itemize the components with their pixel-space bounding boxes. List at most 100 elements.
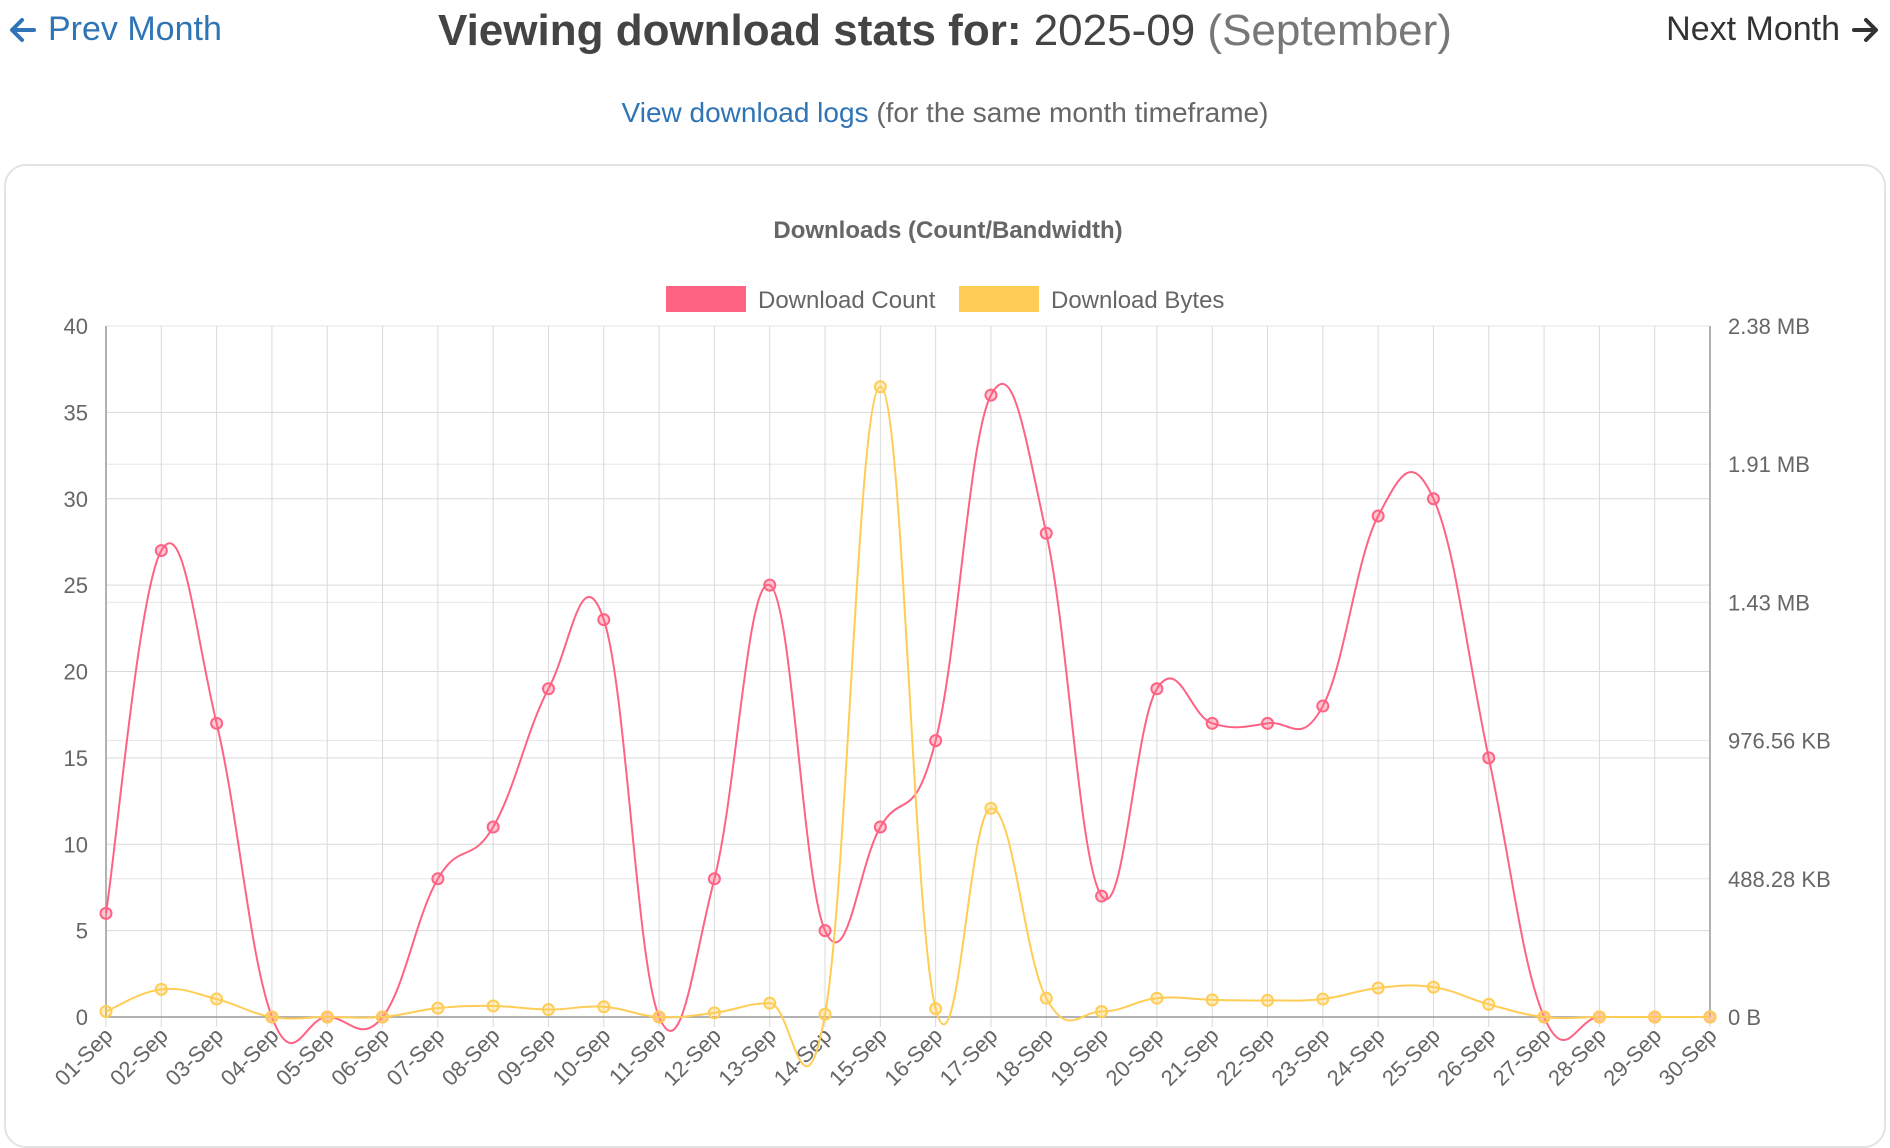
data-point-download-count[interactable] xyxy=(707,872,721,886)
arrow-right-icon xyxy=(1850,15,1880,45)
x-tick-label: 08-Sep xyxy=(437,1023,505,1091)
data-point-download-bytes[interactable] xyxy=(1205,993,1219,1007)
download-logs-row: View download logs (for the same month t… xyxy=(0,97,1890,129)
data-point-download-count[interactable] xyxy=(1316,699,1330,713)
chart-legend: Download Count Download Bytes xyxy=(666,286,1224,314)
top-navigation: Prev Month Viewing download stats for: 2… xyxy=(0,0,1890,70)
data-point-download-bytes[interactable] xyxy=(597,1000,611,1014)
y-right-tick-label: 488.28 KB xyxy=(1728,867,1831,892)
data-point-download-bytes[interactable] xyxy=(1316,992,1330,1006)
legend-label-download-count[interactable]: Download Count xyxy=(758,287,936,314)
x-tick-label: 10-Sep xyxy=(547,1023,615,1091)
data-point-download-count[interactable] xyxy=(1039,526,1053,540)
y-left-tick-label: 5 xyxy=(76,919,88,944)
x-tick-label: 16-Sep xyxy=(879,1023,947,1091)
data-point-download-bytes[interactable] xyxy=(486,999,500,1013)
data-point-download-count[interactable] xyxy=(99,906,113,920)
x-tick-label: 09-Sep xyxy=(492,1023,560,1091)
view-download-logs-link[interactable]: View download logs xyxy=(621,97,869,128)
y-right-tick-label: 976.56 KB xyxy=(1728,729,1831,754)
data-point-download-count[interactable] xyxy=(486,820,500,834)
series-line-download-bytes xyxy=(105,385,1711,1068)
data-point-download-bytes[interactable] xyxy=(1261,993,1275,1007)
x-tick-label: 29-Sep xyxy=(1598,1023,1666,1091)
next-month-link[interactable]: Next Month xyxy=(1666,10,1880,49)
data-point-download-count[interactable] xyxy=(541,682,555,696)
data-point-download-count[interactable] xyxy=(1150,682,1164,696)
x-tick-label: 14-Sep xyxy=(769,1023,837,1091)
data-point-download-count[interactable] xyxy=(431,872,445,886)
y-right-tick-label: 1.43 MB xyxy=(1728,590,1810,615)
y-left-tick-label: 20 xyxy=(64,660,88,685)
data-point-download-count[interactable] xyxy=(597,613,611,627)
data-point-download-bytes[interactable] xyxy=(320,1010,334,1024)
data-point-download-bytes[interactable] xyxy=(707,1006,721,1020)
y-right-tick-label: 1.91 MB xyxy=(1728,452,1810,477)
data-point-download-bytes[interactable] xyxy=(1648,1010,1662,1024)
x-tick-label: 06-Sep xyxy=(326,1023,394,1091)
data-point-download-bytes[interactable] xyxy=(1039,991,1053,1005)
legend-swatch-download-bytes[interactable] xyxy=(959,286,1039,312)
data-point-download-bytes[interactable] xyxy=(984,801,998,815)
data-point-download-bytes[interactable] xyxy=(1703,1010,1717,1024)
x-tick-label: 19-Sep xyxy=(1045,1023,1113,1091)
data-point-download-bytes[interactable] xyxy=(763,996,777,1010)
data-point-download-bytes[interactable] xyxy=(1482,997,1496,1011)
x-tick-label: 13-Sep xyxy=(713,1023,781,1091)
data-point-download-count[interactable] xyxy=(818,924,832,938)
chart-title: Downloads (Count/Bandwidth) xyxy=(773,217,1122,244)
page-title: Viewing download stats for: 2025-09 (Sep… xyxy=(0,6,1890,56)
data-point-download-bytes[interactable] xyxy=(154,982,168,996)
downloads-chart: Downloads (Count/Bandwidth) Download Cou… xyxy=(50,217,1831,1091)
data-point-download-bytes[interactable] xyxy=(1592,1010,1606,1024)
data-point-download-count[interactable] xyxy=(1205,716,1219,730)
data-point-download-count[interactable] xyxy=(763,578,777,592)
data-point-download-bytes[interactable] xyxy=(431,1001,445,1015)
data-point-download-count[interactable] xyxy=(873,820,887,834)
data-point-download-count[interactable] xyxy=(1371,509,1385,523)
x-tick-label: 20-Sep xyxy=(1101,1023,1169,1091)
data-point-download-count[interactable] xyxy=(1482,751,1496,765)
data-point-download-bytes[interactable] xyxy=(376,1010,390,1024)
data-point-download-bytes[interactable] xyxy=(1095,1004,1109,1018)
data-point-download-bytes[interactable] xyxy=(873,380,887,394)
y-left-tick-label: 0 xyxy=(76,1005,88,1030)
data-point-download-bytes[interactable] xyxy=(652,1010,666,1024)
y-left-tick-label: 35 xyxy=(64,400,88,425)
x-tick-label: 15-Sep xyxy=(824,1023,892,1091)
next-month-label: Next Month xyxy=(1666,10,1840,48)
x-tick-label: 26-Sep xyxy=(1432,1023,1500,1091)
data-point-download-bytes[interactable] xyxy=(210,992,224,1006)
x-tick-label: 07-Sep xyxy=(382,1023,450,1091)
arrow-left-icon xyxy=(8,15,38,45)
legend-swatch-download-count[interactable] xyxy=(666,286,746,312)
prev-month-label: Prev Month xyxy=(48,10,222,48)
data-point-download-count[interactable] xyxy=(154,544,168,558)
data-point-download-bytes[interactable] xyxy=(265,1010,279,1024)
data-point-download-bytes[interactable] xyxy=(99,1004,113,1018)
data-point-download-bytes[interactable] xyxy=(1371,981,1385,995)
chart-axes: 0 5 10 15 20 25 30 35 40 0 B 488.28 KB 976.56 KB 1.4… xyxy=(50,314,1831,1091)
data-point-download-bytes[interactable] xyxy=(1426,980,1440,994)
y-left-tick-label: 40 xyxy=(64,314,88,339)
page-title-month-name: (September) xyxy=(1207,6,1452,55)
data-point-download-count[interactable] xyxy=(1426,492,1440,506)
data-point-download-count[interactable] xyxy=(984,388,998,402)
y-left-tick-label: 15 xyxy=(64,746,88,771)
data-point-download-bytes[interactable] xyxy=(541,1003,555,1017)
data-point-download-bytes[interactable] xyxy=(818,1007,832,1021)
data-point-download-bytes[interactable] xyxy=(929,1002,943,1016)
data-point-download-count[interactable] xyxy=(210,716,224,730)
data-point-download-bytes[interactable] xyxy=(1537,1010,1551,1024)
data-point-download-count[interactable] xyxy=(929,734,943,748)
download-logs-note: (for the same month timeframe) xyxy=(876,97,1269,128)
x-tick-label: 21-Sep xyxy=(1156,1023,1224,1091)
prev-month-link[interactable]: Prev Month xyxy=(8,10,222,49)
data-point-download-bytes[interactable] xyxy=(1150,991,1164,1005)
x-tick-label: 01-Sep xyxy=(50,1023,118,1091)
y-left-tick-label: 10 xyxy=(64,832,88,857)
data-point-download-count[interactable] xyxy=(1261,716,1275,730)
data-point-download-count[interactable] xyxy=(1095,889,1109,903)
x-tick-label: 18-Sep xyxy=(990,1023,1058,1091)
legend-label-download-bytes[interactable]: Download Bytes xyxy=(1051,287,1224,314)
